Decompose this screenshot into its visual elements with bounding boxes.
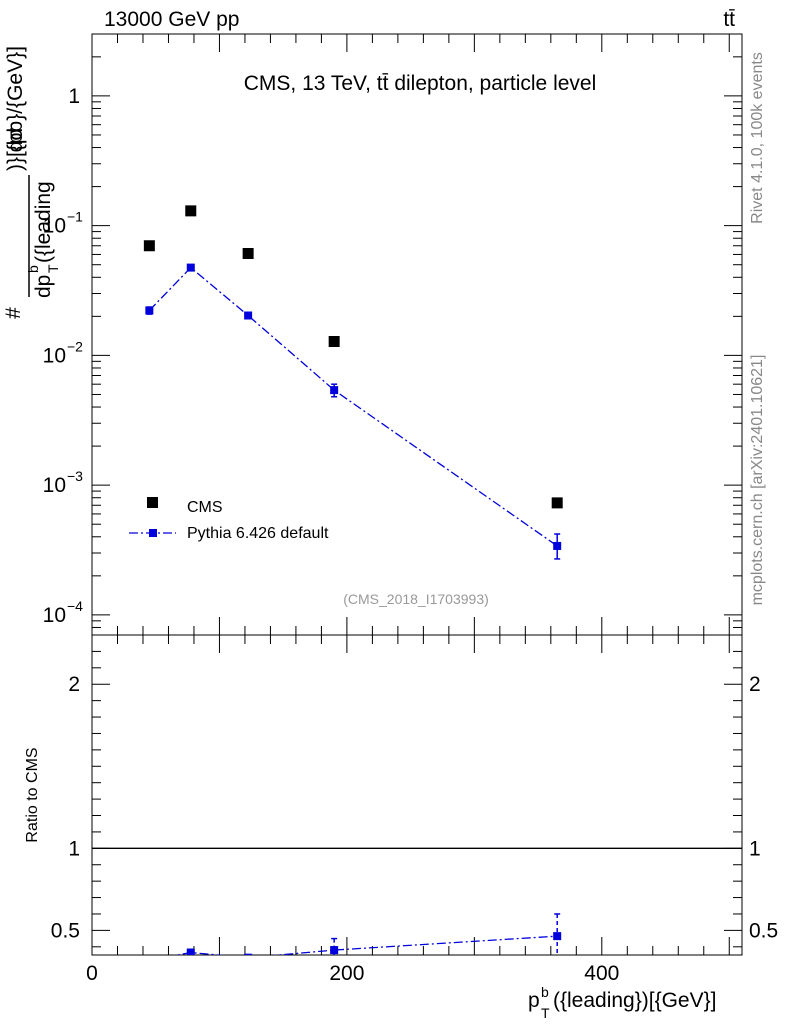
ratio-point-2	[244, 953, 253, 955]
y-tick-label-2: 10	[43, 344, 66, 367]
ratio-y-tick-label-right-2: 2	[749, 673, 761, 696]
pythia-series-points	[145, 263, 562, 550]
ratio-y-axis-label: Ratio to CMS	[24, 747, 41, 842]
ylabel-dp: dp	[32, 275, 55, 298]
main-y-ticks: 10 −410 −310 −210 −11	[43, 33, 742, 636]
pythia-series-line	[148, 266, 558, 547]
y-tick-exponent-2: −2	[67, 338, 83, 354]
legend-pythia-marker	[149, 529, 157, 537]
mcplots-reference-text: mcplots.cern.ch [arXiv:2401.10621]	[749, 355, 766, 606]
ylabel-sub-t: T	[45, 264, 61, 273]
cms-point-0	[143, 240, 155, 252]
pythia-point-1	[186, 263, 195, 272]
header-left: 13000 GeV pp	[104, 8, 239, 31]
y-tick-label-0: 10	[43, 604, 66, 627]
ratio-point-0	[145, 956, 153, 964]
cms-point-4	[551, 497, 563, 509]
x-tick-label-2: 400	[584, 962, 619, 985]
ratio-y-tick-label-left-1: 1	[68, 837, 80, 860]
ylabel-leading: ({leading	[32, 181, 55, 263]
ratio-y-tick-label-left-0: 0.5	[51, 919, 80, 942]
pythia-point-4	[553, 541, 562, 550]
ylabel-hash: #	[2, 307, 25, 319]
ylabel-sup-b: b	[25, 265, 41, 273]
cms-point-2	[242, 248, 254, 260]
cms-series-points	[143, 205, 563, 509]
ratio-pythia-error-bars	[187, 913, 561, 955]
pythia-point-2	[244, 311, 253, 320]
pythia-point-3	[330, 386, 339, 395]
header-right: tt̄	[723, 8, 735, 31]
legend: CMS Pythia 6.426 default	[129, 497, 329, 542]
ratio-y-ticks: 0.5 0.5 1 1 2 2	[51, 650, 778, 948]
ratio-pythia-line	[174, 935, 558, 955]
cms-point-1	[185, 205, 197, 217]
ratio-point-4	[553, 932, 562, 941]
main-x-ticks	[91, 34, 730, 635]
ratio-x-ticks: 0 200 400	[86, 635, 730, 985]
y-tick-exponent-3: −1	[67, 209, 83, 225]
rivet-version-text: Rivet 4.1.0, 100k events	[749, 52, 766, 224]
xlabel-rest: ({leading})[{GeV}]	[553, 989, 716, 1012]
legend-cms-label: CMS	[187, 499, 223, 516]
ratio-y-tick-label-right-0: 0.5	[749, 919, 778, 942]
y-tick-label-3: 10	[43, 215, 66, 238]
x-axis-label: p b T ({leading})[{GeV}]	[528, 984, 716, 1021]
ratio-y-tick-label-left-2: 2	[68, 673, 80, 696]
x-tick-label-1: 200	[329, 962, 364, 985]
analysis-watermark: (CMS_2018_I1703993)	[343, 591, 489, 607]
y-tick-label-4: 1	[68, 85, 80, 108]
ratio-point-3	[330, 946, 339, 955]
x-tick-label-0: 0	[86, 962, 98, 985]
legend-cms-marker	[147, 497, 158, 508]
legend-pythia-label: Pythia 6.426 default	[187, 525, 329, 542]
xlabel-sub-t: T	[541, 1005, 550, 1021]
main-plot-frame	[91, 33, 743, 636]
main-chart-title: CMS, 13 TeV, tt̄ dilepton, particle leve…	[244, 72, 597, 95]
ylabel-units: )}[{pb}/{GeV}]	[4, 46, 27, 171]
xlabel-sup-b: b	[541, 984, 549, 1000]
y-tick-label-1: 10	[43, 474, 66, 497]
ratio-plot-frame	[91, 634, 743, 956]
cms-point-3	[328, 335, 340, 347]
pythia-point-0	[145, 306, 154, 315]
main-y-axis-label: # dσ dp b T ({leading )}[{pb}/{GeV}]	[2, 46, 61, 319]
ratio-point-1	[186, 948, 195, 955]
ylabel-numerator: dσ	[4, 128, 27, 153]
ratio-pythia-points	[145, 932, 562, 964]
y-tick-exponent-0: −4	[67, 598, 83, 614]
y-tick-exponent-1: −3	[67, 468, 83, 484]
xlabel-p: p	[528, 989, 540, 1012]
ratio-y-tick-label-right-1: 1	[749, 837, 761, 860]
